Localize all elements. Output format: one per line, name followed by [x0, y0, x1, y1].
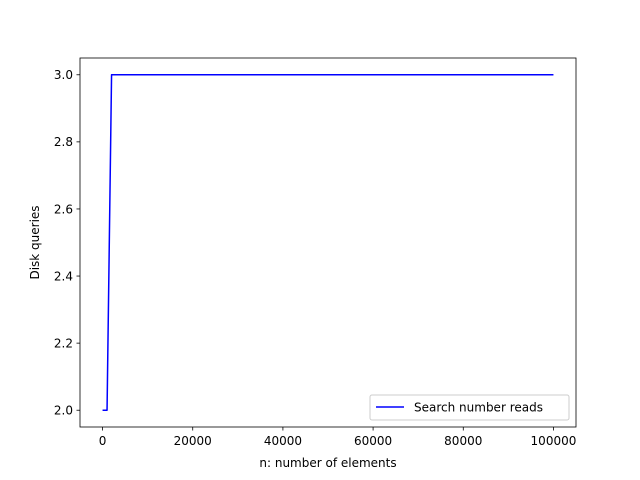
- y-tick-label: 2.6: [54, 202, 73, 216]
- x-tick-label: 40000: [264, 434, 302, 448]
- series-line-0: [102, 74, 554, 411]
- x-tick-label: 0: [99, 434, 107, 448]
- y-tick-label: 2.2: [54, 336, 73, 350]
- y-tick-label: 2.8: [54, 135, 73, 149]
- y-tick-label: 3.0: [54, 68, 73, 82]
- x-tick-label: 60000: [354, 434, 392, 448]
- x-tick-label: 20000: [174, 434, 212, 448]
- x-tick-label: 100000: [531, 434, 577, 448]
- series-layer: [102, 74, 554, 411]
- legend: Search number reads: [369, 394, 570, 421]
- legend-box: [369, 394, 570, 421]
- y-axis-ticks: 2.0 2.2 2.4 2.6 2.8 3.0: [54, 68, 80, 418]
- x-axis-label: n: number of elements: [259, 456, 396, 470]
- y-tick-label: 2.0: [54, 404, 73, 418]
- y-axis-label: Disk queries: [28, 205, 42, 279]
- x-axis-ticks: 0 20000 40000 60000 80000 100000: [99, 427, 577, 448]
- x-tick-label: 80000: [444, 434, 482, 448]
- y-tick-label: 2.4: [54, 269, 73, 283]
- legend-label: Search number reads: [414, 401, 543, 415]
- plot-frame: [79, 57, 577, 428]
